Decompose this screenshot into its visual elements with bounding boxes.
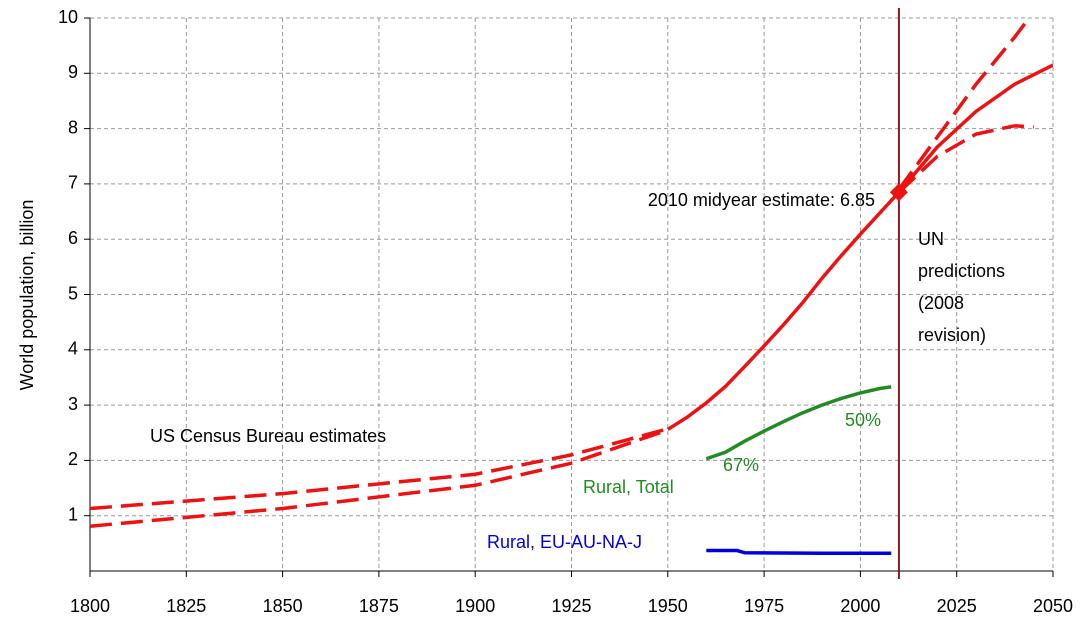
x-tick-label: 1825 <box>166 596 206 616</box>
marker <box>889 183 908 202</box>
y-tick-label: 4 <box>68 339 78 359</box>
y-tick-label: 6 <box>68 228 78 248</box>
series-line <box>897 124 1034 194</box>
annotation: (2008 <box>918 293 964 313</box>
x-tick-label: 1925 <box>551 596 591 616</box>
y-tick-label: 3 <box>68 394 78 414</box>
annotation: UN <box>918 229 944 249</box>
x-tick-label: 1975 <box>744 596 784 616</box>
y-tick-label: 8 <box>68 117 78 137</box>
x-tick-label: 2050 <box>1033 596 1073 616</box>
annotation: US Census Bureau estimates <box>150 426 386 446</box>
y-axis-label: World population, billion <box>17 200 37 391</box>
series-line <box>90 428 669 528</box>
y-tick-label: 9 <box>68 62 78 82</box>
series-label: Rural, Total <box>583 477 674 497</box>
y-tick-label: 1 <box>68 504 78 524</box>
annotation: 67% <box>723 455 759 475</box>
x-tick-label: 2000 <box>840 596 880 616</box>
y-tick-label: 7 <box>68 173 78 193</box>
x-tick-label: 1800 <box>70 596 110 616</box>
series-line <box>897 18 1032 191</box>
annotation: revision) <box>918 325 986 345</box>
series-line <box>666 191 901 431</box>
annotation: 50% <box>845 410 881 430</box>
series-line <box>897 63 1053 194</box>
series-line <box>705 385 892 461</box>
x-tick-label: 1875 <box>359 596 399 616</box>
x-tick-label: 2025 <box>937 596 977 616</box>
y-tick-label: 5 <box>68 283 78 303</box>
y-tick-label: 10 <box>58 7 78 27</box>
x-tick-label: 1950 <box>648 596 688 616</box>
x-tick-label: 1850 <box>263 596 303 616</box>
series-line <box>90 427 669 511</box>
x-tick-label: 1900 <box>455 596 495 616</box>
series-line <box>706 548 892 556</box>
annotation: predictions <box>918 261 1005 281</box>
y-tick-label: 2 <box>68 449 78 469</box>
annotation: 2010 midyear estimate: 6.85 <box>648 190 875 210</box>
series-label: Rural, EU-AU-NA-J <box>487 532 642 552</box>
